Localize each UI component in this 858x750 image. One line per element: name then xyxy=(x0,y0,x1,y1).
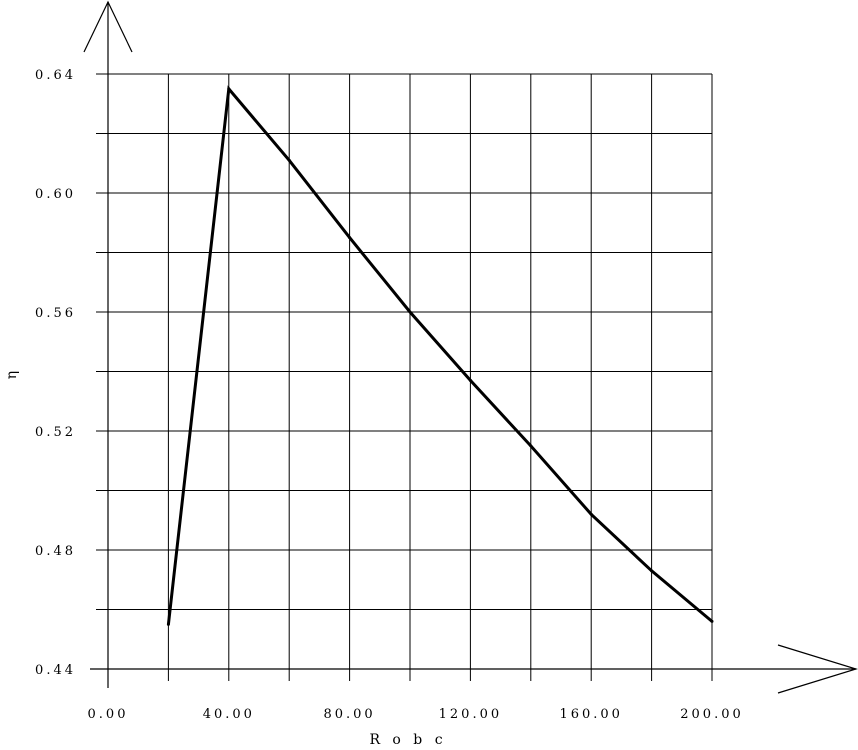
data-point xyxy=(287,158,291,162)
data-point xyxy=(529,444,533,448)
data-point xyxy=(468,378,472,382)
y-tick-label: 0.64 xyxy=(35,68,76,83)
x-tick-label: 200.00 xyxy=(680,707,744,722)
data-point xyxy=(348,236,352,240)
data-point xyxy=(408,310,412,314)
data-point xyxy=(650,569,654,573)
x-tick-label: 40.00 xyxy=(203,707,255,722)
y-tick-label: 0.56 xyxy=(35,306,76,321)
x-tick-label: 120.00 xyxy=(439,707,503,722)
x-axis-arrow xyxy=(777,644,858,694)
series-group xyxy=(166,85,714,626)
y-tick-labels: 0.44 0.48 0.52 0.56 0.60 0.64 xyxy=(35,68,76,678)
grid xyxy=(96,73,713,681)
data-point xyxy=(227,87,231,91)
y-tick-label: 0.44 xyxy=(35,663,76,678)
y-tick-label: 0.52 xyxy=(35,425,76,440)
y-tick-label: 0.48 xyxy=(35,544,76,559)
y-axis-arrow xyxy=(83,0,133,53)
data-point xyxy=(710,619,714,623)
x-tick-labels: 0.00 40.00 80.00 120.00 160.00 200.00 xyxy=(88,707,744,722)
x-axis-label: R o b c xyxy=(369,732,446,748)
y-tick-label: 0.60 xyxy=(35,187,76,202)
data-point xyxy=(589,512,593,516)
series-line-0 xyxy=(166,85,713,625)
data-point xyxy=(166,622,170,626)
x-tick-label: 80.00 xyxy=(323,707,375,722)
x-tick-label: 0.00 xyxy=(88,707,129,722)
axes xyxy=(83,0,858,694)
y-axis-label: η xyxy=(4,367,20,379)
x-tick-label: 160.00 xyxy=(559,707,623,722)
